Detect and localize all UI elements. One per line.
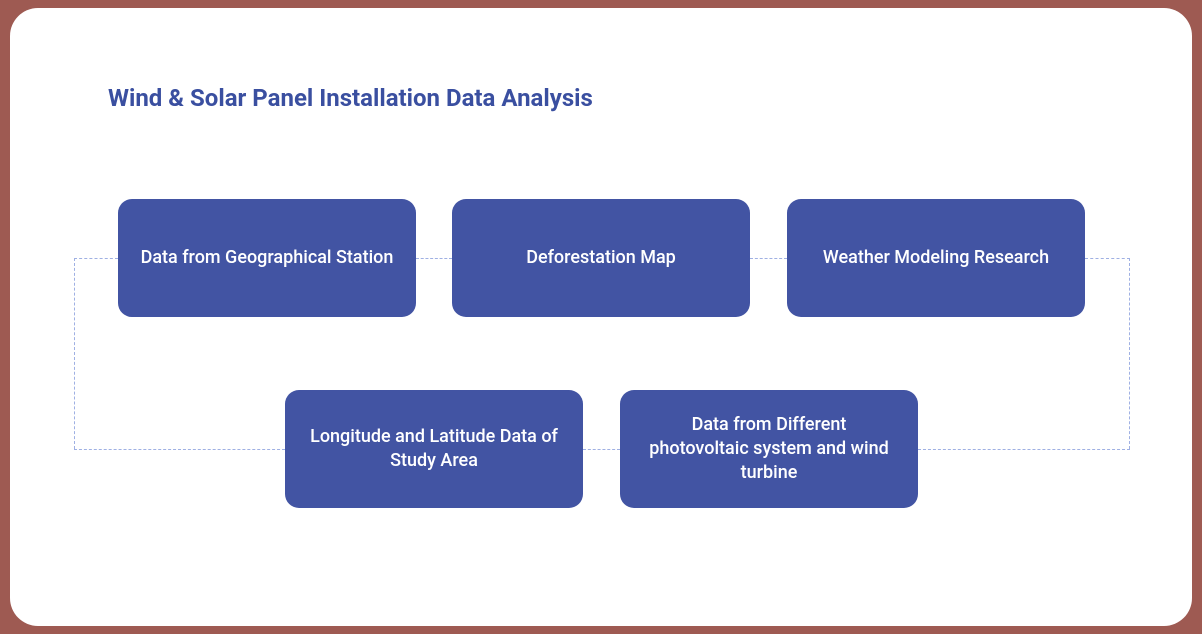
node-label: Deforestation Map [526,246,676,270]
node-longitude-latitude: Longitude and Latitude Data of Study Are… [285,390,583,508]
node-label: Data from Geographical Station [141,246,394,270]
node-label: Longitude and Latitude Data of Study Are… [307,425,561,474]
connector-right-vert [1129,258,1130,449]
connector-top-left [74,258,118,259]
node-geographical-station: Data from Geographical Station [118,199,416,317]
node-label: Weather Modeling Research [823,246,1049,270]
connector-left-vert [74,258,75,449]
node-label: Data from Different photovoltaic system … [642,413,896,486]
connector-top-right [1085,258,1130,259]
node-photovoltaic-turbine: Data from Different photovoltaic system … [620,390,918,508]
connector-top-mid-2 [750,258,787,259]
diagram-card: Wind & Solar Panel Installation Data Ana… [10,8,1192,626]
connector-bot-mid [583,449,620,450]
node-weather-modeling: Weather Modeling Research [787,199,1085,317]
connector-bot-left [74,449,285,450]
connector-bot-right [918,449,1130,450]
connector-top-mid-1 [416,258,452,259]
node-deforestation-map: Deforestation Map [452,199,750,317]
diagram-title: Wind & Solar Panel Installation Data Ana… [108,84,593,112]
